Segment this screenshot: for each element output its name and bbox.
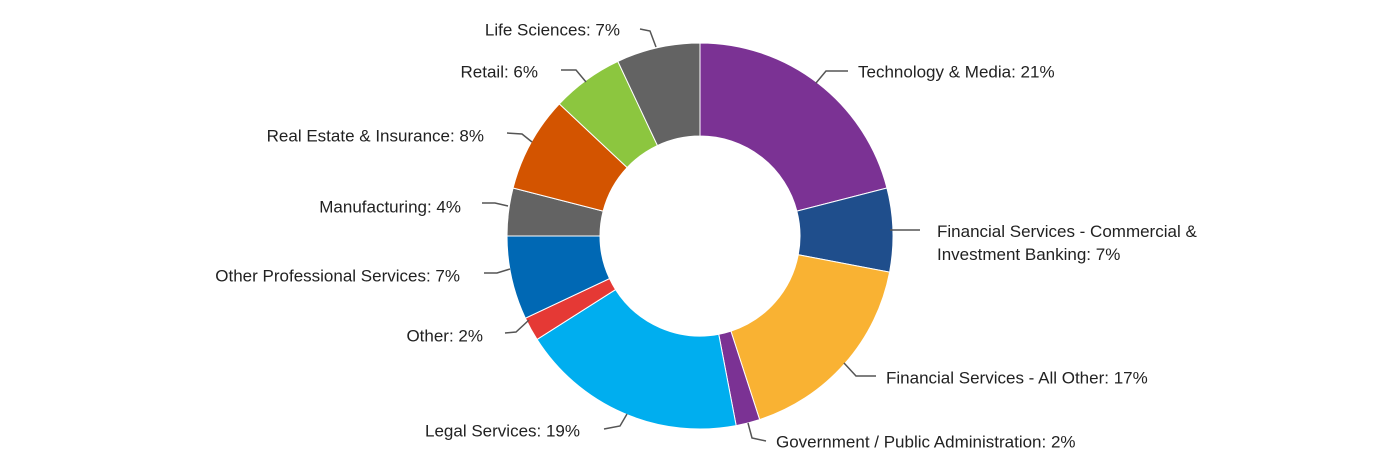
slice-label-line: Financial Services - Commercial & (937, 222, 1197, 241)
leader-line-other (504, 319, 530, 334)
slice-label-financial-services-commercial-investment-banking: Financial Services - Commercial & Investm… (937, 222, 1197, 264)
leader-lines-group (482, 28, 920, 442)
slice-label-life-sciences: Life Sciences: 7% (485, 20, 620, 39)
slice-financial-services-all-other (730, 254, 891, 421)
leader-line-real-estate-insurance (506, 132, 533, 143)
labels-group: Technology & Media: 21% Financial Service… (215, 20, 1197, 451)
slice-technology-media (699, 42, 888, 212)
leader-line-other-professional-services (484, 268, 511, 274)
slice-label-retail: Retail: 6% (461, 62, 538, 81)
slice-label-manufacturing: Manufacturing: 4% (319, 197, 461, 216)
slices-group (506, 42, 894, 430)
slice-label-other-professional-services: Other Professional Services: 7% (215, 266, 460, 285)
slice-label-technology-media: Technology & Media: 21% (858, 62, 1055, 81)
leader-line-technology-media (815, 70, 848, 84)
slice-label-financial-services-all-other: Financial Services - All Other: 17% (886, 368, 1148, 387)
slice-label-line: Investment Banking: 7% (937, 245, 1120, 264)
slice-life-sciences (617, 42, 701, 147)
slice-legal-services (536, 288, 737, 430)
slice-label-legal-services: Legal Services: 19% (425, 421, 580, 440)
leader-line-manufacturing (482, 202, 509, 207)
leader-line-government-public-administration (747, 422, 767, 442)
slice-label-real-estate-insurance: Real Estate & Insurance: 8% (267, 126, 484, 145)
leader-line-legal-services (603, 413, 628, 430)
leader-line-financial-services-all-other (843, 362, 876, 377)
leader-line-retail (561, 69, 587, 83)
slice-label-other: Other: 2% (406, 326, 483, 345)
slice-label-government-public-administration: Government / Public Administration: 2% (776, 432, 1076, 451)
leader-line-life-sciences (639, 28, 657, 48)
